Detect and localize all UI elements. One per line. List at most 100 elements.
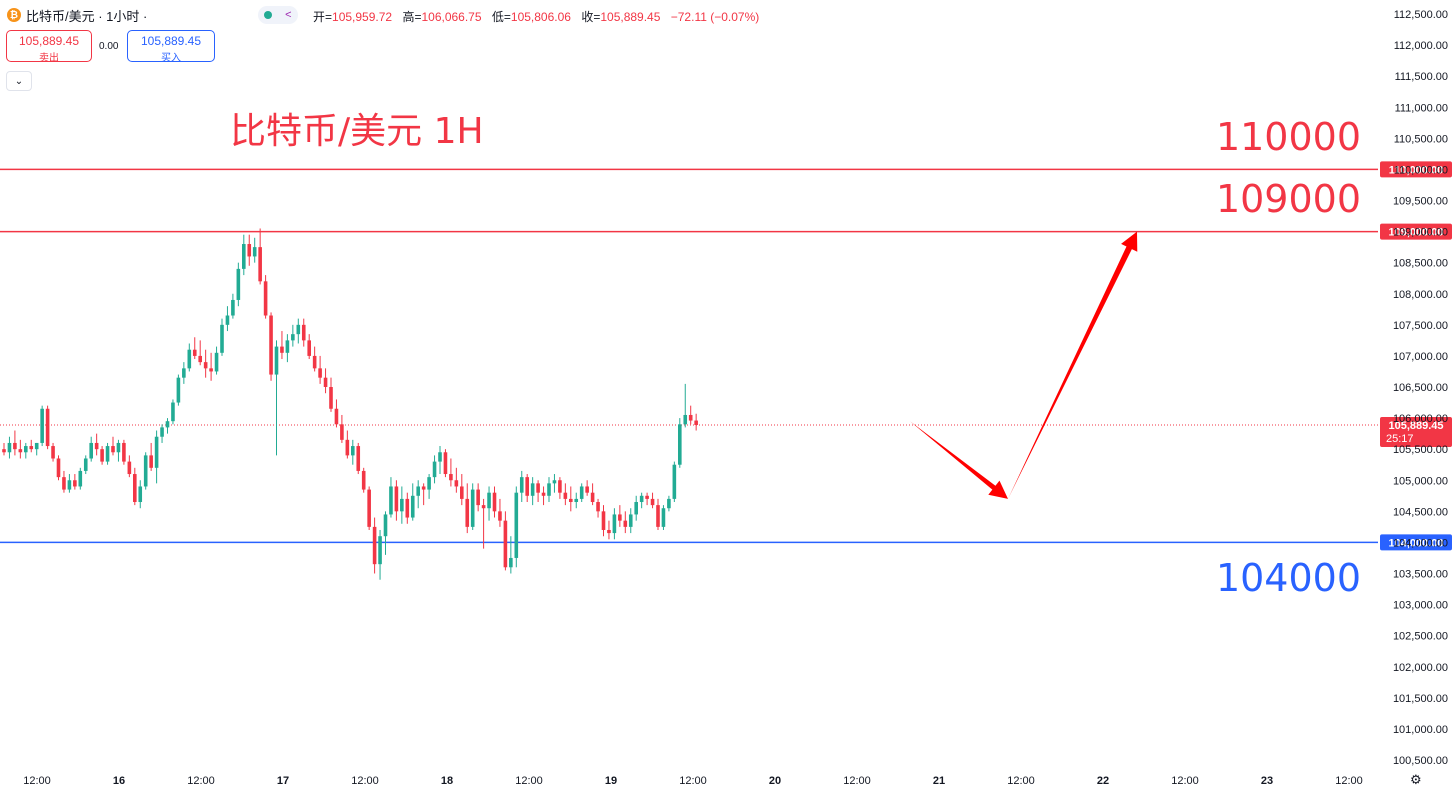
time-tick-label: 12:00 <box>1335 775 1363 787</box>
candle-body <box>127 461 132 475</box>
candle-body <box>94 442 99 450</box>
chart-header: ₿ 比特币/美元 · 1小时 · <box>0 0 147 30</box>
price-tick-label: 102,000.00 <box>1393 662 1448 674</box>
candle-body <box>449 474 453 481</box>
candle-body <box>334 408 339 425</box>
candle-body <box>252 247 257 257</box>
candle-body <box>476 489 480 506</box>
candle-body <box>634 502 638 515</box>
candle-body <box>672 464 677 499</box>
price-tick-label: 112,500.00 <box>1394 9 1448 21</box>
chevron-down-icon[interactable]: ⌄ <box>6 71 32 91</box>
sell-button[interactable]: 105,889.45 卖出 <box>6 30 92 64</box>
time-tick-label: 22 <box>1097 775 1109 787</box>
candle-body <box>323 377 328 387</box>
price-tick-label: 104,000.00 <box>1393 537 1448 549</box>
candle-body <box>40 408 44 443</box>
ohlc-readout: 开=105,959.72 高=106,066.75 低=105,806.06 收… <box>313 10 760 24</box>
price-tick-label: 110,500.00 <box>1394 133 1448 145</box>
candle-body <box>618 514 622 521</box>
candle-body <box>318 368 322 378</box>
candle-body <box>192 349 197 356</box>
candle-body <box>312 355 317 369</box>
level-tag <box>1380 223 1452 240</box>
price-tick-label: 111,500.00 <box>1395 71 1448 83</box>
candle-body <box>51 446 55 459</box>
candle-body <box>530 483 535 496</box>
candle-body <box>7 442 12 453</box>
indicator-toggle[interactable]: < <box>258 6 298 24</box>
candle-body <box>274 346 279 375</box>
time-tick-label: 18 <box>441 775 453 787</box>
annotation-110000: 110000 <box>1215 115 1361 159</box>
price-tick-label: 101,000.00 <box>1393 724 1448 736</box>
candle-body <box>552 480 557 484</box>
candle-body <box>18 449 23 453</box>
candle-body <box>242 244 246 269</box>
candle-body <box>579 486 584 499</box>
time-tick-label: 23 <box>1261 775 1273 787</box>
candle-body <box>487 492 491 509</box>
candle-body <box>536 483 540 493</box>
candle-body <box>607 529 611 534</box>
candle-body <box>667 498 671 509</box>
candle-body <box>56 458 61 478</box>
candle-body <box>661 508 666 527</box>
candle-body <box>203 362 208 369</box>
level-tag-label: 104,000.00 <box>1388 537 1443 549</box>
candle-body <box>340 424 344 440</box>
forecast-arrow <box>910 231 1138 499</box>
candle-body <box>209 368 213 372</box>
candle-body <box>171 402 175 422</box>
candle-body <box>83 458 88 471</box>
candle-body <box>236 268 241 300</box>
horizontal-levels: 110,000.00 109,000.00 104,000.00 105,889.45… <box>0 161 1452 551</box>
status-dot-icon <box>264 11 273 19</box>
candle-body <box>89 442 93 459</box>
candle-body <box>291 334 295 341</box>
annotation-109000: 109000 <box>1215 177 1361 221</box>
price-axis: 112,500.00 112,000.00 111,500.00 111,000.00… <box>1393 9 1448 767</box>
candle-body <box>231 299 235 316</box>
sell-label: 卖出 <box>39 53 59 64</box>
symbol-title[interactable]: 比特币/美元 · 1小时 · <box>26 8 148 24</box>
buy-button[interactable]: 105,889.45 买入 <box>127 30 215 64</box>
candle-body <box>694 420 698 425</box>
time-tick-label: 12:00 <box>843 775 871 787</box>
candle-body <box>138 486 143 503</box>
candle-body <box>24 446 28 453</box>
candle-body <box>574 498 579 503</box>
candle-body <box>73 480 77 487</box>
price-tick-label: 103,500.00 <box>1393 569 1448 581</box>
level-tag-label: 109,000.00 <box>1388 227 1443 239</box>
candle-body <box>498 511 502 521</box>
candle-body <box>29 446 34 450</box>
level-tag <box>1380 161 1452 178</box>
price-tick-label: 105,500.00 <box>1393 444 1448 456</box>
price-tick-label: 103,000.00 <box>1393 600 1448 612</box>
candle-body <box>623 520 628 527</box>
time-tick-label: 12:00 <box>1007 775 1035 787</box>
candle-body <box>400 498 404 512</box>
candle-body <box>410 495 415 518</box>
candle-body <box>590 492 595 503</box>
candle-body <box>460 486 464 499</box>
settings-gear-icon[interactable]: ⚙ <box>1410 772 1422 787</box>
candle-body <box>225 315 230 325</box>
last-price-label: 105,889.45 <box>1388 420 1443 432</box>
candle-body <box>122 442 126 462</box>
low-value: 105,806.06 <box>510 10 571 24</box>
candle-body <box>280 346 284 353</box>
price-tick-label: 105,000.00 <box>1393 475 1448 487</box>
time-tick-label: 12:00 <box>679 775 707 787</box>
candle-body <box>296 324 301 335</box>
close-label: 收 <box>581 10 594 24</box>
last-price-tag <box>1380 416 1452 447</box>
buy-price: 105,889.45 <box>140 34 202 48</box>
level-tag <box>1380 534 1452 551</box>
plugin-icon: < <box>285 9 292 21</box>
candle-body <box>143 455 148 487</box>
price-tick-label: 111,000.00 <box>1395 102 1448 114</box>
sell-price: 105,889.45 <box>18 34 80 48</box>
